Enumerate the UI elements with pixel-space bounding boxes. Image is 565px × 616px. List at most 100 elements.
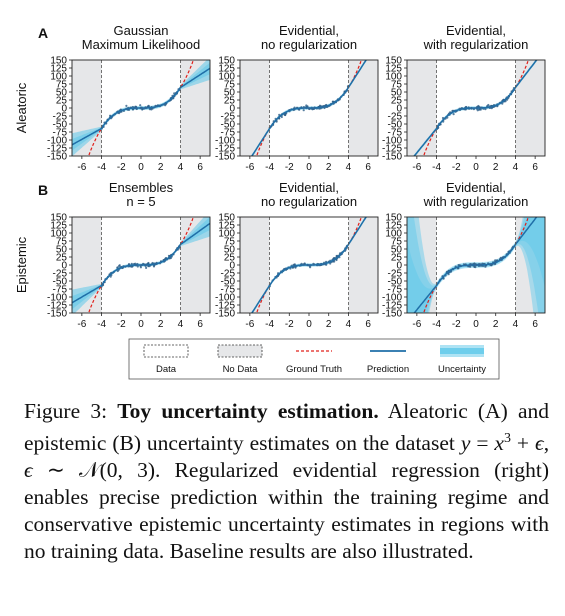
data-point: [148, 108, 151, 111]
data-point: [136, 265, 139, 268]
x-tick-label: 2: [158, 162, 164, 173]
x-tick-label: 6: [532, 162, 538, 173]
y-tick-label: 150: [50, 213, 67, 224]
legend-swatch-nodata: [217, 344, 263, 358]
y-tick-label: 125: [50, 64, 67, 75]
caption-title: Toy uncertainty estimation.: [117, 399, 379, 423]
y-tick-label: -50: [388, 120, 403, 131]
y-tick-label: 0: [61, 261, 67, 272]
panel-a-2: Evidential,no regularization 150125100755…: [215, 23, 379, 173]
x-tick-label: -2: [452, 162, 461, 173]
x-tick-label: 2: [493, 162, 499, 173]
row-ylabel-aleatoric: Aleatoric: [14, 82, 29, 133]
legend-label: Prediction: [367, 364, 409, 375]
data-point: [293, 263, 296, 266]
caption-text-2: . Regularized evidential regression (rig…: [24, 458, 549, 564]
x-tick-label: -6: [77, 162, 86, 173]
x-tick-label: 2: [158, 319, 164, 330]
y-tick-label: -75: [53, 285, 68, 296]
figure-label: Figure 3:: [24, 399, 108, 423]
x-tick-label: 6: [532, 319, 538, 330]
x-tick-label: -4: [97, 319, 106, 330]
x-tick-label: 2: [493, 319, 499, 330]
x-tick-label: 6: [197, 319, 203, 330]
legend-swatch-data: [143, 344, 189, 358]
x-tick-label: -6: [245, 162, 254, 173]
data-points: [100, 245, 181, 288]
panel-title-line: no regularization: [261, 194, 357, 209]
prediction-line: [413, 60, 538, 156]
x-tick-label: 2: [326, 162, 332, 173]
y-tick-label: 75: [224, 237, 236, 248]
data-point: [116, 266, 119, 269]
legend-label: Ground Truth: [286, 364, 342, 375]
no-data-region: [348, 217, 378, 313]
panel-title-line: Evidential,: [446, 23, 506, 38]
x-tick-label: 6: [365, 319, 371, 330]
y-tick-label: -100: [215, 293, 235, 304]
y-tick-label: -150: [382, 309, 402, 320]
no-data-region: [407, 217, 437, 313]
data-point: [476, 109, 479, 112]
y-tick-label: -50: [221, 277, 236, 288]
data-point: [335, 258, 338, 262]
data-point: [147, 104, 150, 107]
y-tick-label: -75: [388, 285, 403, 296]
y-tick-label: 50: [224, 245, 236, 256]
y-tick-label: 150: [385, 56, 402, 67]
x-tick-label: -2: [452, 319, 461, 330]
row-label-b: B: [38, 182, 48, 198]
y-tick-label: -25: [388, 112, 403, 123]
data-point: [118, 264, 121, 268]
data-point: [294, 266, 297, 269]
y-tick-label: 100: [218, 72, 235, 83]
y-tick-label: -25: [388, 269, 403, 280]
x-tick-label: 0: [138, 162, 144, 173]
y-tick-label: -150: [215, 152, 235, 163]
y-tick-label: 25: [391, 96, 403, 107]
equation: y = x3 + ϵ, ϵ ∼ 𝒩(0, 3): [24, 431, 550, 483]
panel-title-line: n = 5: [126, 194, 155, 209]
y-tick-label: -50: [388, 277, 403, 288]
y-tick-label: -100: [47, 136, 67, 147]
data-point: [494, 259, 497, 262]
legend-label: Uncertainty: [438, 364, 486, 375]
data-points: [268, 244, 349, 288]
y-tick-label: -75: [221, 128, 236, 139]
y-tick-label: -75: [221, 285, 236, 296]
no-data-region: [240, 217, 270, 313]
no-data-region: [515, 60, 545, 156]
x-tick-label: 0: [138, 319, 144, 330]
y-tick-label: 125: [385, 221, 402, 232]
y-tick-label: -75: [388, 128, 403, 139]
data-point: [145, 266, 148, 269]
caption-text-1: Aleatoric (A) and epistemic (B) uncertai…: [24, 399, 550, 456]
x-tick-label: -6: [412, 162, 421, 173]
figure-caption: Figure 3: Toy uncertainty estimation. Al…: [24, 398, 549, 565]
panel-title-line: with regularization: [423, 37, 529, 52]
x-tick-label: 0: [473, 319, 479, 330]
x-tick-label: -2: [117, 319, 126, 330]
panel-title-line: Maximum Likelihood: [82, 37, 201, 52]
legend-label: Data: [156, 364, 177, 375]
x-tick-label: 0: [306, 319, 312, 330]
x-tick-label: -4: [432, 319, 441, 330]
y-tick-label: -125: [47, 144, 67, 155]
panel-title-line: no regularization: [261, 37, 357, 52]
legend-label: No Data: [223, 364, 259, 375]
x-tick-label: -4: [265, 319, 274, 330]
data-point: [457, 264, 460, 267]
x-tick-label: -6: [245, 319, 254, 330]
data-point: [139, 104, 142, 107]
x-tick-label: 4: [178, 319, 184, 330]
y-tick-label: 50: [391, 245, 403, 256]
y-tick-label: 50: [56, 88, 68, 99]
data-point: [109, 275, 112, 278]
y-tick-label: 75: [391, 80, 403, 91]
no-data-region: [240, 60, 270, 156]
prediction-line: [250, 60, 368, 156]
y-tick-label: -25: [221, 112, 236, 123]
x-tick-label: -4: [265, 162, 274, 173]
data-point: [134, 262, 137, 265]
